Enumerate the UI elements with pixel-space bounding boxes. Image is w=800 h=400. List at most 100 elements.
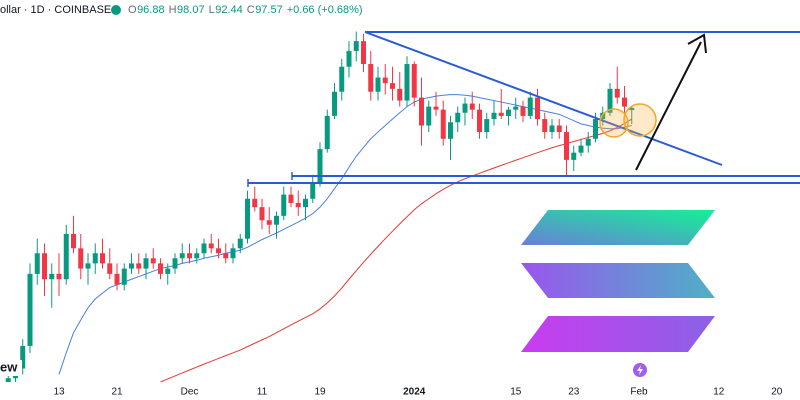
candle-body xyxy=(71,233,76,249)
candle-body xyxy=(143,258,149,269)
x-axis-bg xyxy=(0,382,800,400)
candle-body xyxy=(506,109,511,116)
candle-body xyxy=(614,88,620,98)
candle-body xyxy=(593,119,598,139)
ohlc-label: C xyxy=(247,4,255,16)
plot-area xyxy=(5,31,635,392)
x-tick-label: 11 xyxy=(257,387,268,398)
descending-trendline xyxy=(364,31,723,166)
candle-body xyxy=(129,263,134,269)
badge-bg xyxy=(0,360,22,376)
candle-body xyxy=(201,243,207,254)
candle-body xyxy=(179,253,185,259)
candle-body xyxy=(477,109,482,133)
lightning-bolt xyxy=(637,365,643,375)
candle-body xyxy=(288,194,294,203)
candle-body xyxy=(230,248,236,259)
ohlc-value: 98.07 xyxy=(177,4,205,16)
highlight-circle xyxy=(623,103,657,137)
candle-body xyxy=(433,106,439,110)
candle-body xyxy=(607,88,613,113)
candle-body xyxy=(462,103,468,113)
candle-body xyxy=(266,220,272,225)
candle-body xyxy=(20,345,26,369)
x-tick-label: 15 xyxy=(510,387,522,398)
candle-body xyxy=(527,97,533,116)
candle-body xyxy=(513,106,519,110)
candle-body xyxy=(535,97,540,120)
x-tick-label: Dec xyxy=(181,387,199,398)
candle-body xyxy=(259,207,265,221)
x-tick-label: 13 xyxy=(53,387,65,398)
candle-body xyxy=(42,253,47,280)
candle-body xyxy=(484,119,490,133)
candle-body xyxy=(194,253,200,259)
candle-body xyxy=(455,112,461,123)
ohlc-value: 96.88 xyxy=(137,4,165,16)
x-tick-label: 19 xyxy=(314,387,326,398)
candle-body xyxy=(469,103,475,110)
candle-body xyxy=(353,41,359,52)
candle-body xyxy=(100,253,105,264)
candle-body xyxy=(317,149,323,183)
candle-body xyxy=(27,273,33,346)
candle-body xyxy=(92,253,98,264)
candle-body xyxy=(237,238,243,249)
candle-body xyxy=(303,198,308,208)
candle-body xyxy=(332,91,337,116)
ohlc-value: 97.57 xyxy=(255,4,283,16)
candle-body xyxy=(165,268,171,274)
arrow-head xyxy=(687,33,707,54)
candle-body xyxy=(56,273,62,280)
candle-body xyxy=(556,125,562,133)
candle-body xyxy=(585,138,591,146)
candle-body xyxy=(223,253,229,259)
candle-body xyxy=(368,64,374,92)
candle-body xyxy=(172,258,178,269)
candle-body xyxy=(542,119,548,133)
ohlc-legend: O 96.88 H 98.07 L 92.44 C 97.57 +0.66 (+0.68%) xyxy=(128,4,363,16)
candle-body xyxy=(114,273,120,285)
candle-body xyxy=(498,112,504,116)
ohlc-value: 92.44 xyxy=(215,4,243,16)
candle-body xyxy=(346,51,352,67)
candle-body xyxy=(295,202,301,208)
candle-body xyxy=(629,107,635,111)
candle-body xyxy=(622,97,627,107)
candle-body xyxy=(404,64,410,101)
candle-body xyxy=(339,66,345,92)
candle-body xyxy=(324,115,330,150)
symbol: ollar · 1D · COINBASE xyxy=(0,4,111,16)
candle-body xyxy=(121,268,127,285)
candle-body xyxy=(578,145,584,153)
candle-body xyxy=(564,132,569,160)
candle-body xyxy=(571,152,577,160)
candle-body xyxy=(520,106,526,116)
moving-average-line xyxy=(160,118,633,383)
candle-body xyxy=(382,77,388,84)
candle-body xyxy=(361,41,366,65)
drawings xyxy=(247,31,800,377)
ohlc-label: L xyxy=(209,4,215,16)
candle-body xyxy=(440,109,446,139)
candle-body xyxy=(245,198,250,239)
x-tick-label: 12 xyxy=(713,387,725,398)
badge: ew xyxy=(0,359,18,374)
logo-bar xyxy=(521,210,715,245)
ohlc-label: O xyxy=(128,4,137,16)
ohlc-label: H xyxy=(169,4,177,16)
candle-body xyxy=(397,88,403,101)
candle-body xyxy=(274,215,279,225)
candle-body xyxy=(426,106,432,126)
candle-body xyxy=(85,263,91,269)
ohlc-value: +0.66 (+0.68%) xyxy=(287,4,363,16)
candle-body xyxy=(49,273,55,280)
x-axis: 13 21 Dec 11 19 2024 15 23 Feb 12 20 xyxy=(53,387,782,398)
candle-body xyxy=(281,194,287,216)
x-tick-label: 21 xyxy=(111,387,123,398)
candle-body xyxy=(390,83,395,89)
candle-body xyxy=(411,64,417,98)
candle-body xyxy=(150,258,156,264)
